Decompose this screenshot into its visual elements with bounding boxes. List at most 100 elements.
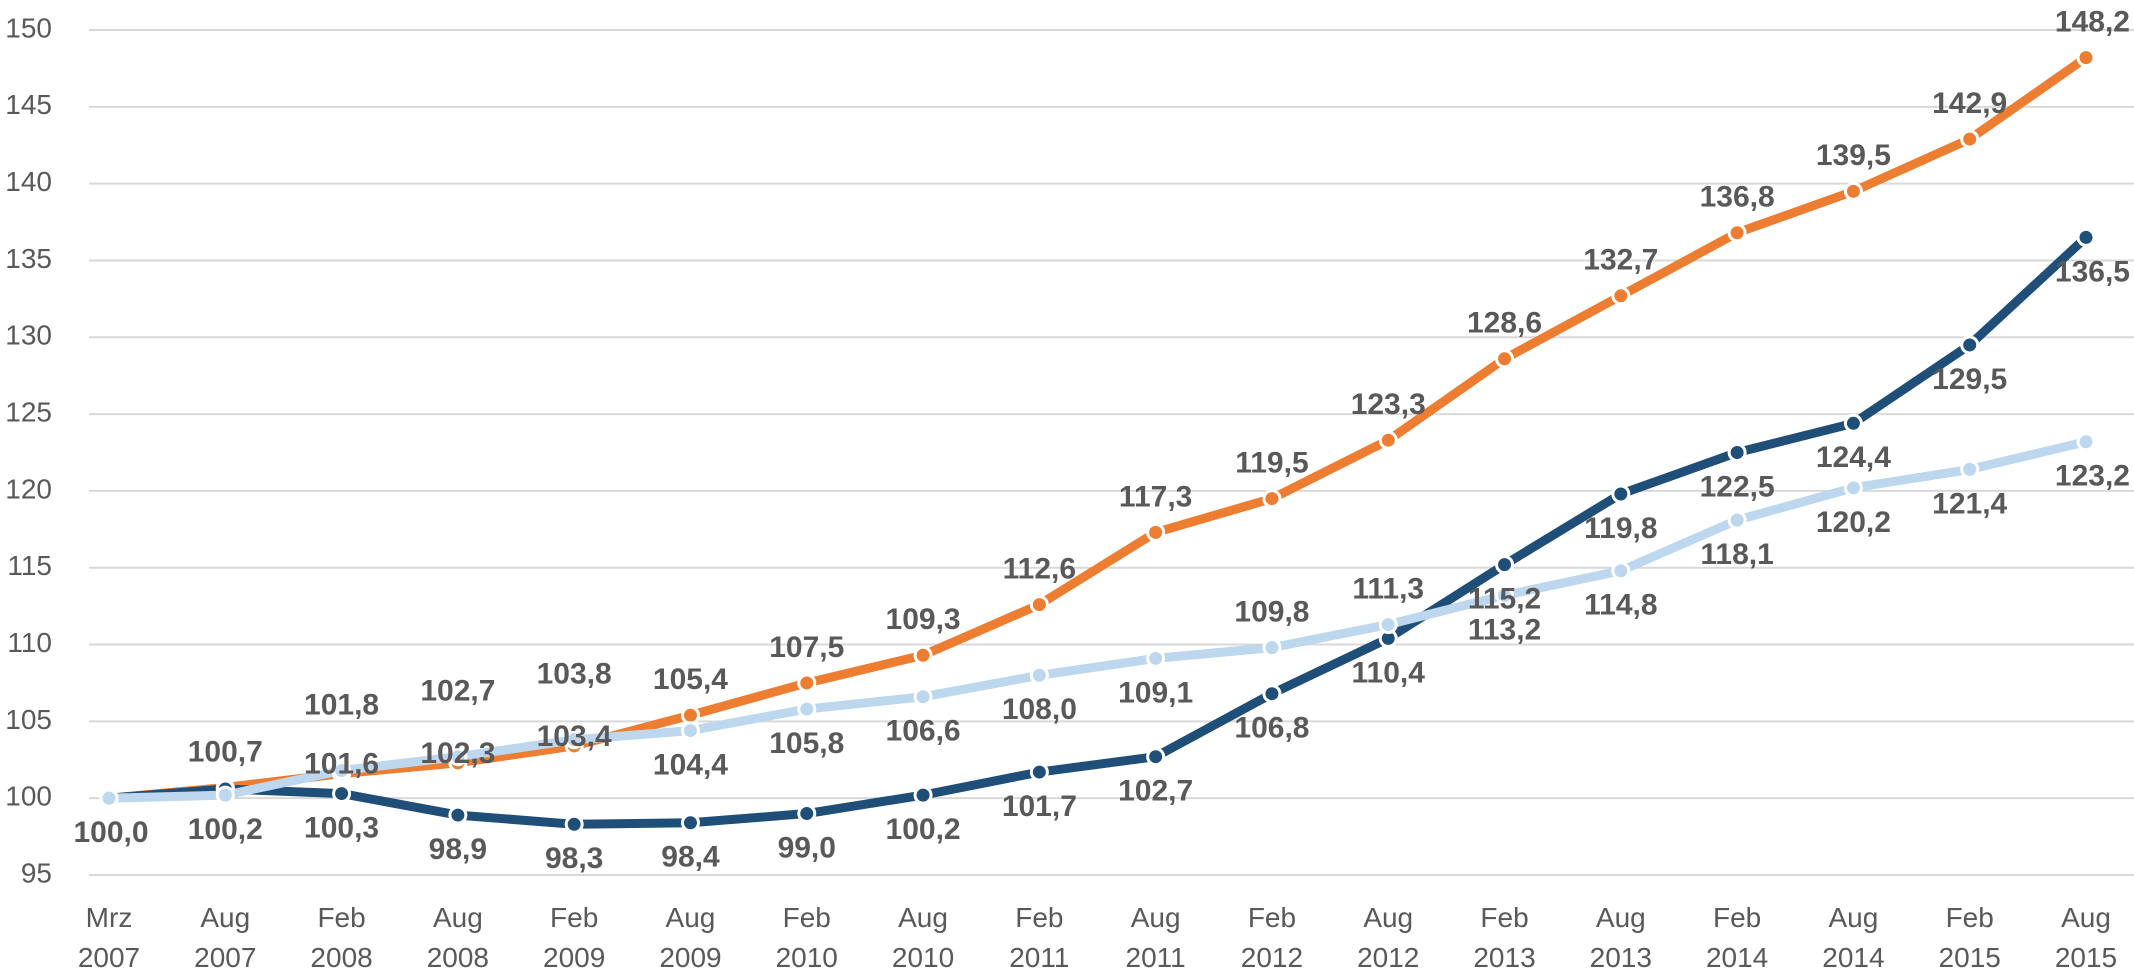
- point-marker: [99, 788, 119, 808]
- point-marker: [1843, 181, 1863, 201]
- x-tick-label: Aug 2014: [1822, 902, 1885, 973]
- data-label: 98,3: [545, 842, 603, 875]
- x-tick-label: Aug 2015: [2054, 902, 2118, 973]
- x-tick-label: Aug 2011: [1125, 902, 1186, 973]
- x-tick-label: Feb 2014: [1705, 902, 1769, 973]
- point-marker: [1262, 684, 1282, 704]
- x-tick-label: Feb 2008: [310, 902, 373, 973]
- data-label: 100,0: [73, 816, 148, 849]
- data-label: 107,5: [769, 631, 844, 664]
- data-label: 120,2: [1816, 506, 1891, 539]
- y-tick-label: 140: [5, 166, 52, 197]
- point-marker: [2076, 432, 2096, 452]
- point-marker: [1495, 585, 1515, 605]
- data-label: 101,6: [304, 748, 379, 781]
- x-tick-label: Aug 2013: [1589, 902, 1652, 973]
- data-label: 142,9: [1932, 87, 2007, 120]
- point-marker: [1378, 430, 1398, 450]
- point-marker: [1727, 510, 1747, 530]
- point-marker: [1960, 129, 1980, 149]
- x-tick-label: Aug 2007: [194, 902, 257, 973]
- point-marker: [1727, 223, 1747, 243]
- data-label: 106,8: [1234, 712, 1309, 745]
- point-marker: [1029, 665, 1049, 685]
- data-label: 104,4: [653, 749, 728, 782]
- x-tick-label: Aug 2008: [426, 902, 490, 973]
- point-marker: [1029, 595, 1049, 615]
- x-tick-label: Feb 2010: [775, 902, 838, 973]
- data-label: 136,8: [1700, 181, 1775, 214]
- point-marker: [1960, 459, 1980, 479]
- data-label: 102,3: [420, 737, 495, 770]
- point-marker: [2076, 48, 2096, 68]
- y-tick-label: 100: [5, 781, 52, 812]
- point-marker: [797, 673, 817, 693]
- point-marker: [797, 699, 817, 719]
- point-marker: [1262, 489, 1282, 509]
- point-marker: [680, 721, 700, 741]
- data-label: 99,0: [778, 831, 836, 864]
- data-label: 100,7: [188, 735, 263, 768]
- point-marker: [1611, 561, 1631, 581]
- data-label: 108,0: [1002, 693, 1077, 726]
- data-label: 139,5: [1816, 139, 1891, 172]
- point-marker: [913, 785, 933, 805]
- data-label: 129,5: [1932, 363, 2007, 396]
- y-tick-label: 150: [5, 12, 52, 43]
- point-marker: [1611, 484, 1631, 504]
- point-marker: [332, 761, 352, 781]
- data-label: 101,7: [1002, 790, 1077, 823]
- data-label: 110,4: [1352, 656, 1426, 689]
- data-label: 105,8: [769, 727, 844, 760]
- point-marker: [2076, 227, 2096, 247]
- x-tick-label: Aug 2009: [659, 902, 722, 973]
- data-label: 98,4: [661, 841, 720, 874]
- point-marker: [332, 784, 352, 804]
- point-marker: [448, 805, 468, 825]
- point-marker: [1495, 349, 1515, 369]
- data-label: 119,5: [1235, 447, 1308, 480]
- y-tick-label: 125: [5, 396, 52, 427]
- data-label: 124,4: [1816, 441, 1891, 474]
- point-marker: [1146, 522, 1166, 542]
- data-label: 118,1: [1700, 538, 1773, 571]
- data-label: 123,2: [2055, 460, 2130, 493]
- point-marker: [913, 645, 933, 665]
- point-marker: [1843, 478, 1863, 498]
- data-label: 119,8: [1584, 512, 1657, 545]
- data-label: 136,5: [2055, 255, 2130, 288]
- data-label: 105,4: [653, 663, 728, 696]
- y-tick-label: 95: [21, 857, 52, 888]
- data-label: 100,2: [188, 813, 263, 846]
- data-label: 98,9: [429, 833, 487, 866]
- point-marker: [1146, 747, 1166, 767]
- series-line: [108, 437, 2088, 803]
- point-marker: [1727, 443, 1747, 462]
- point-marker: [1146, 648, 1166, 668]
- point-marker: [1611, 286, 1631, 306]
- data-label: 109,1: [1118, 676, 1193, 709]
- point-marker: [1029, 762, 1049, 782]
- y-tick-label: 130: [5, 320, 52, 351]
- x-tick-label: Feb 2013: [1473, 902, 1536, 973]
- data-label: 101,8: [304, 688, 379, 721]
- data-label: 115,2: [1468, 583, 1541, 616]
- data-label: 114,8: [1584, 589, 1657, 622]
- x-tick-label: Aug 2012: [1357, 902, 1420, 973]
- point-marker: [215, 785, 235, 805]
- data-label: 113,2: [1468, 613, 1541, 646]
- data-label: 122,5: [1700, 470, 1775, 503]
- point-marker: [680, 705, 700, 725]
- data-label: 102,7: [1118, 775, 1193, 808]
- x-tick-label: Mrz 2007: [77, 902, 141, 973]
- point-marker: [797, 804, 817, 824]
- y-tick-label: 105: [5, 704, 52, 735]
- x-tick-label: Feb 2012: [1240, 902, 1304, 973]
- data-label: 123,3: [1351, 388, 1426, 421]
- y-tick-label: 115: [7, 550, 52, 581]
- data-label: 100,3: [304, 811, 379, 844]
- y-tick-label: 145: [5, 89, 52, 120]
- series-line: [108, 53, 2089, 803]
- data-label: 117,3: [1119, 480, 1192, 513]
